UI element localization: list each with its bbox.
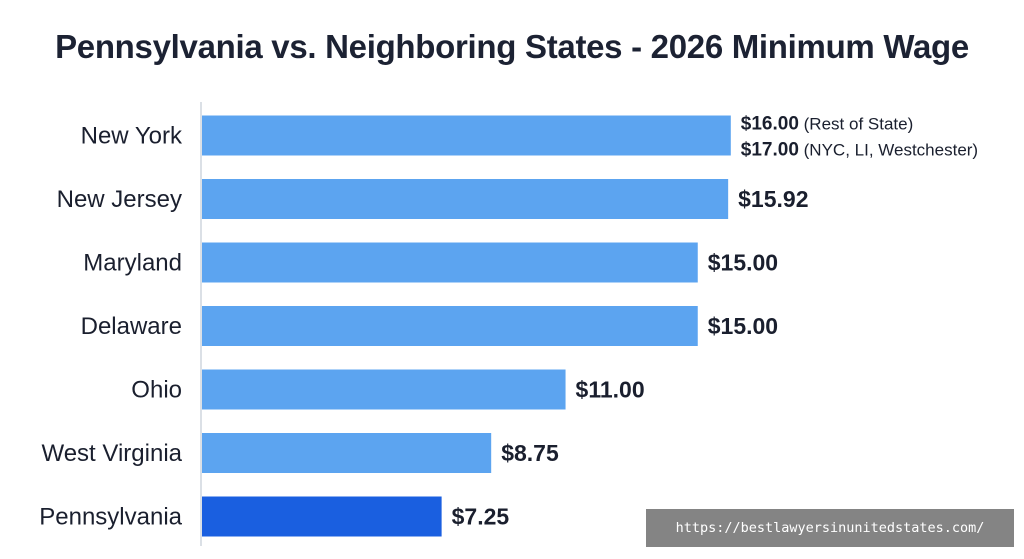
category-label: West Virginia xyxy=(41,440,182,467)
category-label: Ohio xyxy=(131,377,182,404)
category-label: Maryland xyxy=(83,250,182,277)
bar-new-jersey xyxy=(202,179,729,219)
category-label: New York xyxy=(81,123,183,150)
value-label: $7.25 xyxy=(452,504,510,530)
value-label: $15.92 xyxy=(738,186,808,212)
value-label: $11.00 xyxy=(576,377,645,403)
bar-delaware xyxy=(202,306,698,346)
value-label: $15.00 xyxy=(708,313,778,339)
chart-title: Pennsylvania vs. Neighboring States - 20… xyxy=(55,28,969,65)
bar-maryland xyxy=(202,242,698,283)
value-label: $16.00 (Rest of State) xyxy=(741,114,913,135)
category-label: Pennsylvania xyxy=(39,504,182,531)
value-label: $17.00 (NYC, LI, Westchester) xyxy=(741,140,978,161)
category-label: Delaware xyxy=(81,313,182,340)
watermark-url: https://bestlawyersinunitedstates.com/ xyxy=(646,509,1014,547)
value-label: $8.75 xyxy=(501,440,559,466)
category-label: New Jersey xyxy=(57,186,182,213)
bar-ohio xyxy=(202,369,566,410)
bar-new-york xyxy=(202,115,731,156)
bar-pennsylvania xyxy=(202,496,442,537)
bar-west-virginia xyxy=(202,433,492,473)
value-label: $15.00 xyxy=(708,250,778,276)
